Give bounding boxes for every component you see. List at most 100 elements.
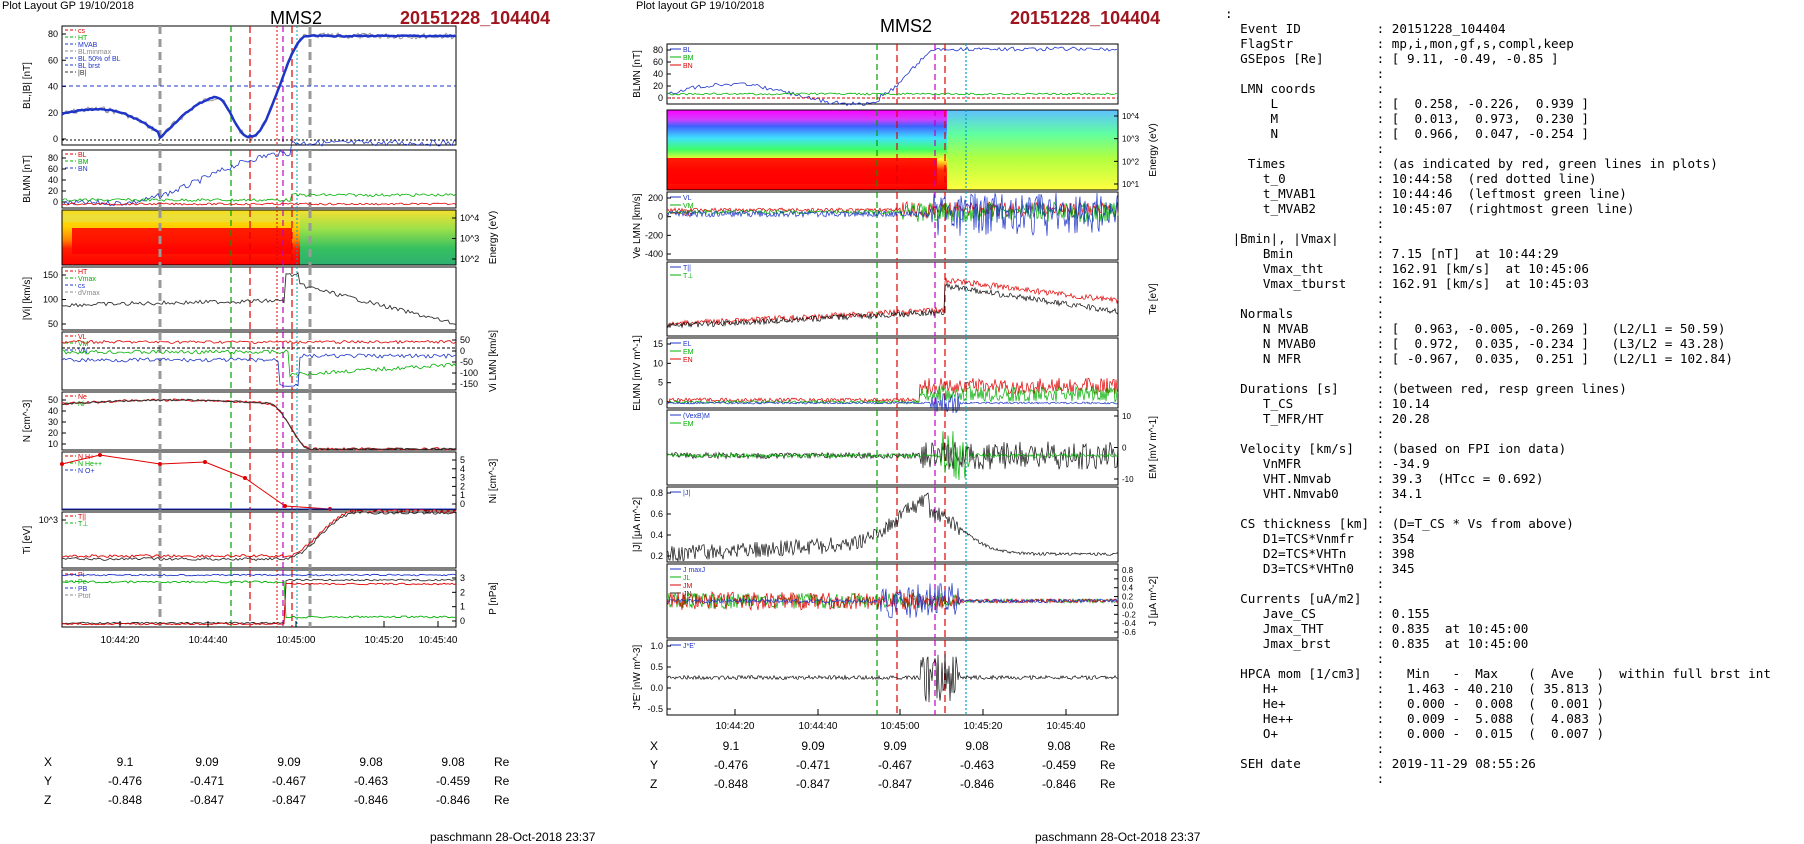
tick-label: 80	[653, 45, 663, 55]
info-line: Bmin : 7.15 [nT] at 10:44:29	[1225, 246, 1559, 261]
vi-magnitude	[61, 272, 457, 326]
ephem-value: 9.1	[722, 738, 740, 753]
legend-label: VN	[78, 348, 88, 355]
legend-label: T⊥	[683, 273, 693, 280]
info-line: :	[1225, 771, 1385, 786]
time-tick-label: 10:44:40	[799, 721, 838, 732]
tick-label: 10^3	[1122, 135, 1140, 144]
info-line: Event ID : 20151228_104404	[1225, 21, 1506, 36]
right-footer: paschmann 28-Oct-2018 23:37	[1035, 830, 1201, 844]
bl-curve	[61, 34, 457, 140]
info-line: Currents [uA/m2] :	[1225, 591, 1385, 606]
ephem-value: -0.848	[713, 776, 749, 791]
info-line: N MFR : [ -0.967, 0.035, 0.251 ] (L2/L1 …	[1225, 351, 1733, 366]
info-line: VHT.Nmvab : 39.3 (HTcc = 0.692)	[1225, 471, 1544, 486]
t-perp	[61, 511, 457, 562]
ephem-value: -0.459	[1041, 757, 1077, 772]
event-info-text: : Event ID : 20151228_104404 FlagStr : m…	[1225, 6, 1771, 786]
e-m-curve	[666, 431, 1119, 481]
info-line: :	[1225, 741, 1385, 756]
legend-label: VL	[683, 195, 692, 202]
time-tick-label: 10:44:40	[189, 635, 228, 646]
info-line: t_MVAB2 : 10:45:07 (rightmost green line…	[1225, 201, 1635, 216]
te-parallel	[666, 277, 1119, 327]
info-line: N MVAB : [ 0.963, -0.005, -0.269 ] (L2/L…	[1225, 321, 1726, 336]
pb-curve	[61, 573, 457, 577]
legend-label: J maxJ	[683, 567, 705, 574]
bn-component	[61, 202, 457, 206]
tick-label: 40	[653, 69, 663, 79]
tick-label: 1	[460, 602, 465, 612]
tick-label: 50	[48, 319, 58, 329]
tick-label: 0.6	[650, 509, 663, 519]
h-plus-point	[203, 460, 207, 464]
h-plus-point	[158, 462, 162, 466]
info-line: Times : (as indicated by red, green line…	[1225, 156, 1718, 171]
info-line: GSEpos [Re] : [ 9.11, -0.49, -0.85 ]	[1225, 51, 1559, 66]
tick-label: 2	[460, 481, 465, 491]
ephem-row: X 9.1 9.09 9.09 9.08 9.08 Re	[650, 736, 1130, 755]
right-panel-6: 10 0 -10 EM [mV m^-1] (VexB)MEM	[666, 409, 1159, 486]
ephem-value: -0.471	[189, 773, 225, 788]
ephem-value: -0.847	[877, 776, 913, 791]
legend-label: Ne	[78, 394, 87, 401]
info-line: :	[1225, 291, 1385, 306]
ephem-value: -0.467	[271, 773, 307, 788]
info-line: D1=TCS*Vnmfr : 354	[1225, 531, 1415, 546]
ephem-row: Z -0.848 -0.847 -0.847 -0.846 -0.846 Re	[650, 774, 1130, 793]
panel-frame	[666, 109, 1119, 191]
time-tick-label: 10:45:20	[365, 635, 404, 646]
info-line: N MVAB0 : [ 0.972, 0.035, -0.234 ] (L3/L…	[1225, 336, 1726, 351]
tick-label: 10^1	[1122, 180, 1140, 189]
info-line: H+ : 1.463 - 40.210 ( 35.813 )	[1225, 681, 1605, 696]
panel-frame	[666, 639, 1119, 716]
legend-label: N H+	[78, 454, 94, 461]
info-line: L : [ 0.258, -0.226, 0.939 ]	[1225, 96, 1589, 111]
panel-frame	[61, 569, 457, 628]
tick-label: 0.6	[1122, 575, 1134, 584]
ephem-value: -0.847	[795, 776, 831, 791]
ephem-label: X	[650, 738, 659, 753]
vexb-m	[666, 441, 1119, 470]
ephem-value: 9.1	[116, 754, 134, 769]
info-line: :	[1225, 576, 1385, 591]
ephem-label: Z	[650, 776, 658, 791]
axis-label: Energy (eV)	[488, 211, 499, 264]
tick-label: 10^4	[1122, 112, 1140, 121]
axis-label: J [μA m^-2]	[1148, 576, 1159, 626]
axis-label: |Vi| [km/s]	[22, 277, 33, 321]
j-dot-e-prime	[666, 653, 1119, 703]
ephem-value: 9.09	[277, 754, 301, 769]
tick-label: 60	[653, 57, 663, 67]
h-plus-point	[98, 453, 102, 457]
legend-label: |B|	[78, 70, 86, 77]
info-line: O+ : 0.000 - 0.015 ( 0.007 )	[1225, 726, 1605, 741]
ephem-value: -0.846	[435, 792, 471, 807]
time-tick-label: 10:45:20	[964, 721, 1003, 732]
legend-label: JN	[683, 591, 692, 598]
info-line: t_0 : 10:44:58 (red dotted line)	[1225, 171, 1597, 186]
ephem-unit: Re	[494, 754, 510, 769]
legend-label: N O+	[78, 468, 95, 475]
panel-frame	[61, 451, 457, 511]
tick-label: 0.2	[650, 551, 663, 561]
tick-label: 0	[460, 616, 465, 626]
tick-label: 20	[653, 81, 663, 91]
legend-label: T||	[683, 265, 691, 272]
pe-curve	[61, 582, 457, 626]
legend-label: N He++	[78, 461, 102, 468]
info-line: LMN coords :	[1225, 81, 1385, 96]
panel-frame	[61, 391, 457, 451]
tick-label: 0.2	[1122, 593, 1134, 602]
ephem-value: -0.846	[959, 776, 995, 791]
ephem-label: Y	[650, 757, 659, 772]
legend-label: BLminmax	[78, 49, 112, 56]
info-line: :	[1225, 66, 1385, 81]
info-line: HPCA mom [1/cm3] : Min - Max ( Ave ) wit…	[1225, 666, 1771, 681]
tick-label: 0	[53, 134, 58, 144]
tick-label: 0	[1122, 444, 1127, 453]
ephem-value: -0.471	[795, 757, 831, 772]
spectrogram-band	[62, 214, 300, 222]
ephem-unit: Re	[494, 792, 510, 807]
